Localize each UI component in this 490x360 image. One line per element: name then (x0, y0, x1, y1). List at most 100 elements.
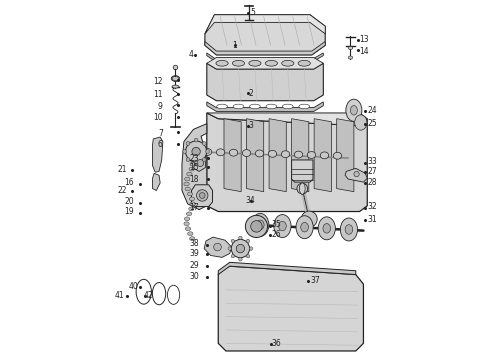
Ellipse shape (214, 243, 221, 251)
Text: 21: 21 (117, 165, 126, 174)
Ellipse shape (186, 158, 190, 162)
Ellipse shape (281, 151, 290, 158)
Ellipse shape (172, 76, 178, 81)
Polygon shape (182, 123, 207, 210)
Ellipse shape (320, 152, 329, 159)
Ellipse shape (294, 151, 303, 158)
Ellipse shape (216, 60, 228, 66)
Polygon shape (192, 185, 213, 207)
Polygon shape (269, 119, 286, 192)
Ellipse shape (187, 152, 192, 156)
Ellipse shape (246, 239, 250, 243)
Ellipse shape (190, 162, 196, 166)
Ellipse shape (186, 212, 192, 216)
Text: 18: 18 (190, 175, 199, 184)
Ellipse shape (251, 221, 262, 232)
Ellipse shape (186, 141, 190, 145)
Ellipse shape (307, 152, 316, 158)
Text: 28: 28 (368, 178, 377, 187)
Ellipse shape (172, 76, 180, 81)
Ellipse shape (232, 60, 245, 66)
Ellipse shape (249, 247, 253, 250)
Ellipse shape (333, 152, 342, 159)
Text: 16: 16 (124, 178, 134, 187)
Ellipse shape (194, 161, 198, 165)
Ellipse shape (255, 150, 264, 157)
Ellipse shape (231, 239, 235, 243)
Ellipse shape (184, 182, 189, 186)
Ellipse shape (231, 255, 235, 258)
Ellipse shape (217, 149, 225, 156)
Text: 24: 24 (368, 106, 377, 115)
Text: 30: 30 (190, 272, 199, 281)
Ellipse shape (299, 183, 305, 194)
Text: 34: 34 (245, 195, 255, 204)
Text: 7: 7 (158, 129, 163, 138)
Ellipse shape (192, 147, 200, 156)
Ellipse shape (236, 244, 245, 253)
Ellipse shape (203, 148, 212, 156)
Text: 17: 17 (190, 203, 199, 212)
Ellipse shape (266, 104, 277, 109)
Ellipse shape (298, 60, 310, 66)
Ellipse shape (252, 213, 269, 237)
Ellipse shape (249, 104, 260, 109)
Text: 32: 32 (368, 202, 377, 211)
Polygon shape (314, 119, 331, 192)
Ellipse shape (246, 255, 250, 258)
Ellipse shape (194, 138, 198, 142)
Text: 26: 26 (272, 230, 281, 239)
Text: 41: 41 (115, 291, 124, 300)
Ellipse shape (296, 216, 313, 239)
Ellipse shape (350, 105, 357, 115)
Text: 19: 19 (124, 207, 134, 216)
Polygon shape (218, 266, 364, 351)
Ellipse shape (217, 104, 227, 109)
Ellipse shape (301, 222, 308, 232)
Text: 12: 12 (153, 77, 163, 86)
Ellipse shape (318, 217, 335, 240)
Text: 1: 1 (233, 41, 237, 50)
Ellipse shape (187, 172, 192, 176)
Text: 5: 5 (251, 8, 256, 17)
Ellipse shape (173, 65, 178, 70)
Ellipse shape (239, 257, 242, 261)
Ellipse shape (189, 207, 194, 211)
Ellipse shape (196, 190, 208, 201)
Ellipse shape (152, 283, 166, 305)
Text: 33: 33 (368, 157, 377, 166)
Polygon shape (194, 156, 206, 171)
Ellipse shape (190, 202, 196, 206)
Text: 23: 23 (190, 153, 199, 162)
Text: 13: 13 (360, 35, 369, 44)
Ellipse shape (199, 193, 205, 198)
Ellipse shape (265, 60, 277, 66)
Polygon shape (205, 41, 325, 55)
Polygon shape (207, 53, 323, 62)
Ellipse shape (279, 221, 286, 231)
Polygon shape (205, 15, 325, 55)
Ellipse shape (185, 177, 190, 181)
Ellipse shape (269, 150, 277, 157)
Text: 31: 31 (368, 215, 377, 224)
Text: 40: 40 (128, 282, 138, 291)
Ellipse shape (228, 247, 231, 250)
Ellipse shape (172, 85, 179, 88)
Polygon shape (224, 119, 241, 192)
Ellipse shape (185, 187, 190, 191)
Text: 14: 14 (360, 46, 369, 55)
Polygon shape (345, 168, 368, 182)
Polygon shape (205, 15, 325, 34)
Ellipse shape (348, 46, 353, 50)
Ellipse shape (245, 215, 268, 238)
Ellipse shape (206, 150, 209, 153)
Text: 36: 36 (272, 339, 281, 348)
Text: 35: 35 (272, 220, 281, 229)
Ellipse shape (229, 149, 238, 156)
Text: 42: 42 (144, 291, 153, 300)
Ellipse shape (348, 56, 353, 59)
Text: 6: 6 (158, 140, 163, 149)
Ellipse shape (197, 159, 204, 166)
Ellipse shape (346, 99, 362, 121)
Text: 39: 39 (190, 249, 199, 258)
